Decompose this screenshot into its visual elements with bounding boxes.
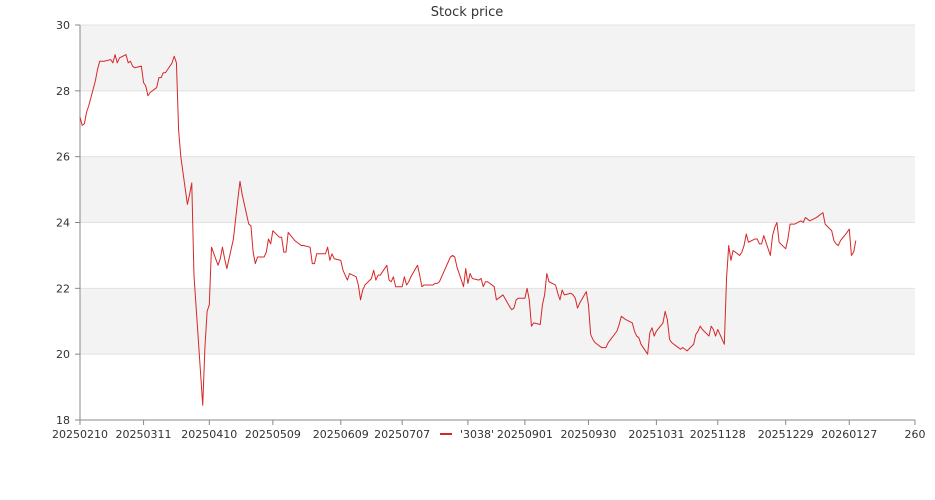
horizontal-gridlines: [80, 24, 915, 355]
ytick-label-30: 30: [56, 19, 70, 32]
x-axis-ticks: 20250210 20250311 20250410 20250509 20250609…: [52, 420, 926, 441]
ytick-label-22: 22: [56, 282, 70, 295]
ytick-label-26: 26: [56, 151, 70, 164]
series-layer: [79, 54, 857, 406]
plot-band-18-20: [80, 354, 915, 420]
xtick-label-20250930: 20250930: [560, 428, 616, 441]
xtick-label-20251031: 20251031: [628, 428, 684, 441]
xtick-label-20250311: 20250311: [116, 428, 172, 441]
ytick-label-28: 28: [56, 85, 70, 98]
xtick-label-20250410: 20250410: [181, 428, 237, 441]
xtick-label-20250509: 20250509: [245, 428, 301, 441]
xtick-label-20251229: 20251229: [758, 428, 814, 441]
legend: '3038': [440, 428, 494, 441]
xtick-label-20260226: 260: [905, 428, 926, 441]
xtick-label-20260127: 20260127: [821, 428, 877, 441]
xtick-label-20250901: 20250901: [497, 428, 553, 441]
xtick-label-20250609: 20250609: [313, 428, 369, 441]
plot-background-bands: [80, 25, 915, 420]
ytick-label-20: 20: [56, 348, 70, 361]
chart-title: Stock price: [431, 5, 503, 20]
plot-band-26-28: [80, 90, 915, 157]
xtick-label-20251128: 20251128: [690, 428, 746, 441]
legend-label-3038: '3038': [460, 428, 494, 441]
plot-band-28-30: [80, 25, 915, 91]
plot-band-24-26: [80, 156, 915, 223]
ytick-label-24: 24: [56, 217, 70, 230]
series-line-3038: [79, 54, 857, 406]
ytick-label-18: 18: [56, 414, 70, 427]
plot-band-22-24: [80, 222, 915, 289]
y-axis-ticks: 18 20 22 24 26 28 30: [56, 19, 80, 427]
xtick-label-20250707: 20250707: [374, 428, 430, 441]
xtick-label-20250210: 20250210: [52, 428, 108, 441]
